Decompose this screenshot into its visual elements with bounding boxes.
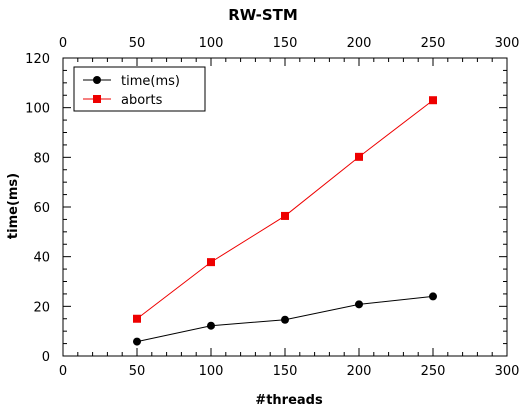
data-point <box>429 96 437 105</box>
y-tick-label: 40 <box>33 251 50 266</box>
x-tick-label: 150 <box>273 364 298 379</box>
chart-title: RW-STM <box>228 6 298 24</box>
series-line-1 <box>136 99 434 320</box>
data-point <box>355 152 363 161</box>
data-point <box>207 258 215 267</box>
y-tick-label: 80 <box>33 151 50 166</box>
x-top-tick-label: 200 <box>347 36 372 51</box>
x-tick-label: 50 <box>129 364 146 379</box>
x-axis-label: #threads <box>255 393 323 408</box>
x-top-tick-label: 250 <box>421 36 446 51</box>
x-top-tick-label: 0 <box>59 36 67 51</box>
legend-box <box>73 66 206 112</box>
y-axis-label: time(ms) <box>6 173 21 239</box>
x-tick-label: 100 <box>199 364 224 379</box>
legend: time(ms) aborts <box>73 66 206 112</box>
data-point <box>133 314 141 323</box>
legend-marker-time <box>93 76 101 84</box>
plot-frame <box>62 57 508 357</box>
x-top-tick-label: 50 <box>129 36 146 51</box>
data-point <box>281 211 289 220</box>
x-tick-label: 300 <box>495 364 520 379</box>
legend-label-aborts: aborts <box>121 93 163 108</box>
y-tick-label: 120 <box>25 52 50 67</box>
x-top-tick-label: 100 <box>199 36 224 51</box>
legend-marker-aborts <box>93 95 101 103</box>
x-tick-label: 200 <box>347 364 372 379</box>
x-tick-label: 0 <box>59 364 67 379</box>
x-top-tick-label: 300 <box>495 36 520 51</box>
data-point <box>207 321 215 330</box>
x-tick-label: 250 <box>421 364 446 379</box>
y-tick-label: 0 <box>42 350 50 365</box>
ticks-layer: 0 50 100 150 200 250 300 0 50 100 150 200 250 300 0 20 4… <box>25 36 519 379</box>
data-point <box>133 337 141 346</box>
x-top-tick-label: 150 <box>273 36 298 51</box>
y-tick-label: 100 <box>25 102 50 117</box>
data-point <box>281 315 289 324</box>
data-point <box>429 292 437 301</box>
y-tick-label: 20 <box>33 300 50 315</box>
data-point <box>355 300 363 309</box>
y-tick-label: 60 <box>33 201 50 216</box>
legend-label-time: time(ms) <box>121 74 180 89</box>
series-layer <box>133 96 437 346</box>
